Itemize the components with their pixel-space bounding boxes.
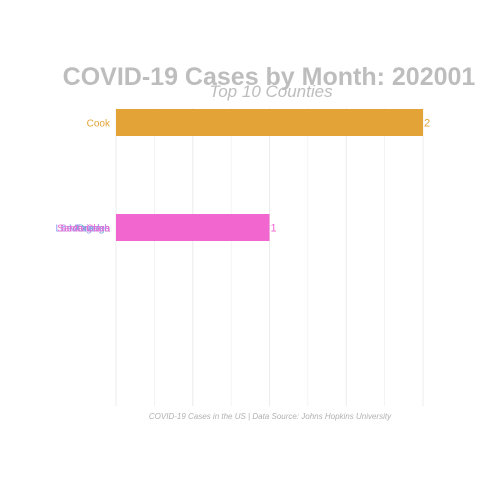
- chart-subtitle: Top 10 Counties: [209, 82, 333, 101]
- chart-title: COVID-19 Cases by Month: 202001: [62, 63, 476, 91]
- bar-value-label: 1: [271, 223, 277, 235]
- category-label: Los Angeles: [56, 224, 111, 235]
- bar-los-angeles: [116, 214, 270, 241]
- category-label: Snohomish: [60, 224, 110, 235]
- category-label: Orange: [77, 224, 111, 235]
- chart-caption: COVID-19 Cases in the US | Data Source: …: [148, 412, 392, 421]
- bar-value-label: 2: [424, 118, 430, 130]
- category-label: Maricopa: [69, 224, 111, 235]
- category-label: Cook: [87, 119, 111, 130]
- category-label: Santa Clara: [57, 224, 110, 235]
- bar-cook: [116, 109, 423, 136]
